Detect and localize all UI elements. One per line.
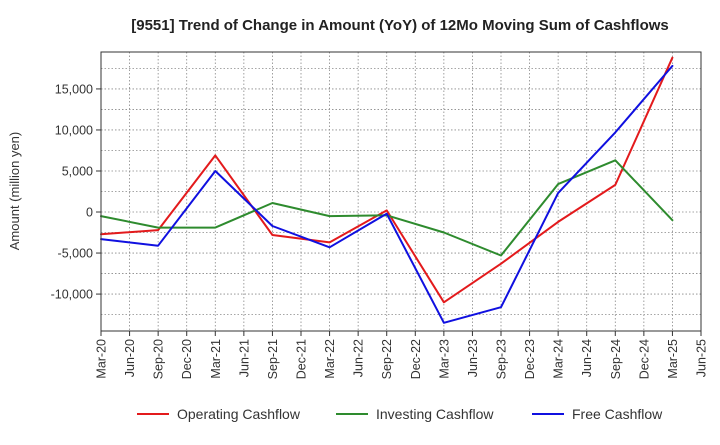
x-tick-label: Mar-20 [95,339,109,379]
legend: Operating Cashflow Investing Cashflow Free… [137,406,663,422]
x-tick-label: Sep-21 [266,339,280,379]
x-tick-label: Mar-23 [437,339,451,379]
x-tick-label: Dec-24 [637,339,651,379]
y-tick-label: 15,000 [55,82,93,96]
x-tick-label: Sep-20 [152,339,166,379]
x-tick-label: Jun-22 [352,339,366,377]
series-line-operating-cashflow [100,56,674,304]
y-tick-label: 5,000 [62,164,93,178]
y-tick-label: 10,000 [55,123,93,137]
x-tick-label: Sep-22 [380,339,394,379]
y-tick-label: 0 [86,206,93,220]
x-tick-label: Sep-24 [609,339,623,379]
plot-background [101,52,701,331]
legend-label: Free Cashflow [572,406,663,422]
chart-title: [9551] Trend of Change in Amount (YoY) o… [131,17,669,34]
x-tick-label: Dec-22 [409,339,423,379]
plot-area: -10,000 -5,000 0 5,000 10,000 15,000 Mar-20 Jun… [51,51,709,379]
x-tick-label: Mar-22 [323,339,337,379]
plot-frame [100,51,702,332]
x-tick-label: Jun-23 [466,339,480,377]
legend-label: Investing Cashflow [376,406,494,422]
x-tick-label: Dec-21 [295,339,309,379]
x-tick-label: Jun-25 [695,339,709,377]
x-tick-label: Jun-20 [123,339,137,377]
x-tick-label: Sep-23 [495,339,509,379]
x-tick-label: Jun-24 [580,339,594,377]
x-tick-label: Jun-21 [237,339,251,377]
x-tick-label: Mar-21 [209,339,223,379]
y-axis-label: Amount (million yen) [7,132,22,251]
x-tick-label: Mar-24 [552,339,566,379]
legend-label: Operating Cashflow [177,406,301,422]
x-tick-label: Mar-25 [666,339,680,379]
y-tick-label: -10,000 [51,288,93,302]
y-tick-label: -5,000 [58,247,93,261]
x-tick-label: Dec-23 [523,339,537,379]
x-tick-label: Dec-20 [180,339,194,379]
series-line-free-cashflow [100,64,674,324]
